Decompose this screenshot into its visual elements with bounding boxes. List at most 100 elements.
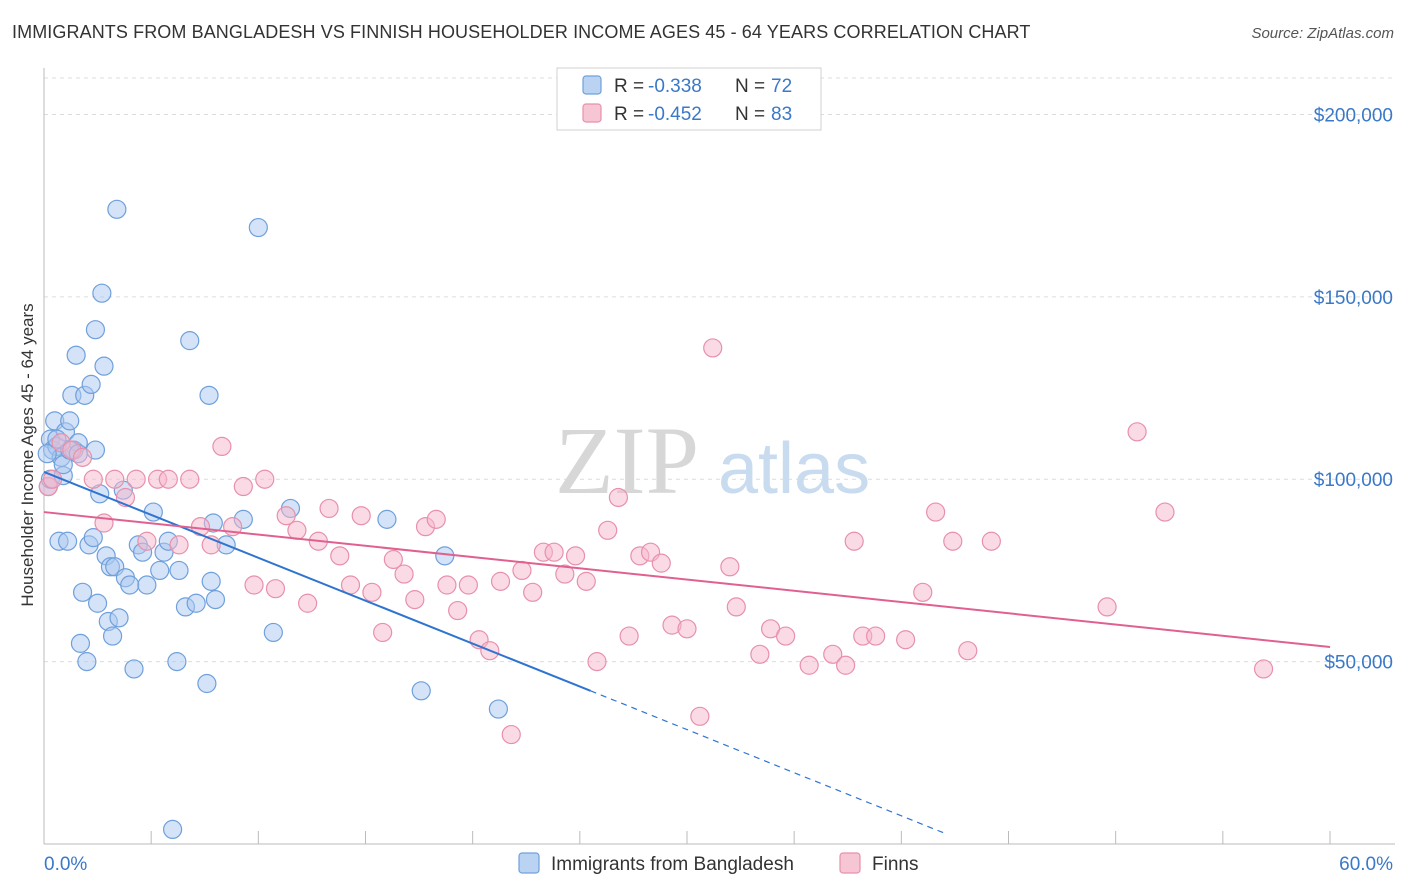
bottom-legend: Immigrants from Bangladesh Finns bbox=[518, 852, 918, 875]
point-finns bbox=[775, 626, 796, 646]
point-finns bbox=[576, 571, 596, 591]
point-bangladesh bbox=[66, 345, 86, 365]
point-bangladesh bbox=[488, 699, 508, 719]
point-finns bbox=[244, 575, 264, 595]
point-bangladesh bbox=[150, 560, 170, 581]
y-tick-labels: $50,000 $100,000 $150,000 $200,000 bbox=[1314, 105, 1393, 673]
point-bangladesh bbox=[167, 652, 187, 672]
point-finns bbox=[405, 590, 425, 610]
point-bangladesh bbox=[85, 320, 106, 340]
point-bangladesh bbox=[248, 217, 268, 238]
point-finns bbox=[1155, 502, 1175, 522]
point-finns bbox=[394, 564, 414, 584]
point-finns bbox=[836, 655, 856, 675]
y-tick-label: $50,000 bbox=[1324, 653, 1393, 674]
point-finns bbox=[866, 626, 886, 646]
point-finns bbox=[169, 535, 189, 555]
point-bangladesh bbox=[87, 593, 108, 613]
point-bangladesh bbox=[81, 374, 101, 394]
bottom-legend-swatch-blue bbox=[518, 852, 540, 874]
point-bangladesh bbox=[120, 575, 140, 595]
point-finns bbox=[212, 436, 232, 457]
point-bangladesh bbox=[109, 608, 129, 628]
point-bangladesh bbox=[163, 819, 183, 840]
point-finns bbox=[926, 502, 946, 522]
point-bangladesh bbox=[263, 622, 283, 643]
trend-line-bangladesh-extension bbox=[590, 690, 945, 834]
point-finns bbox=[458, 575, 478, 595]
trend-line-bangladesh bbox=[43, 471, 591, 692]
point-bangladesh bbox=[169, 560, 189, 581]
bottom-legend-label-1: Finns bbox=[872, 854, 918, 875]
point-finns bbox=[83, 469, 103, 489]
data-points bbox=[37, 199, 1274, 840]
point-finns bbox=[555, 564, 575, 584]
point-finns bbox=[180, 469, 200, 489]
point-finns bbox=[319, 498, 339, 519]
point-bangladesh bbox=[377, 509, 397, 529]
legend-r-value-0: -0.338 bbox=[648, 76, 702, 97]
point-finns bbox=[619, 626, 639, 646]
bottom-legend-swatch-pink bbox=[839, 852, 861, 874]
point-bangladesh bbox=[137, 575, 157, 595]
point-finns bbox=[383, 549, 403, 570]
point-finns bbox=[1253, 659, 1274, 679]
point-bangladesh bbox=[83, 527, 103, 548]
point-finns bbox=[690, 706, 710, 726]
legend-n-value-1: 83 bbox=[771, 104, 792, 125]
legend-swatch-pink bbox=[582, 103, 602, 123]
point-bangladesh bbox=[180, 331, 200, 351]
point-bangladesh bbox=[205, 590, 226, 610]
point-finns bbox=[448, 600, 468, 621]
point-finns bbox=[598, 520, 618, 540]
bottom-legend-label-0: Immigrants from Bangladesh bbox=[551, 854, 794, 875]
point-finns bbox=[137, 531, 157, 551]
point-bangladesh bbox=[197, 673, 217, 694]
point-finns bbox=[126, 469, 146, 489]
point-finns bbox=[799, 655, 819, 675]
point-finns bbox=[158, 469, 178, 489]
point-finns bbox=[330, 546, 350, 566]
point-bangladesh bbox=[201, 571, 221, 591]
point-finns bbox=[981, 531, 1001, 551]
point-finns bbox=[823, 644, 843, 664]
watermark-atlas: atlas bbox=[718, 429, 870, 509]
point-finns bbox=[896, 630, 916, 650]
point-bangladesh bbox=[199, 385, 219, 405]
point-finns bbox=[255, 469, 275, 489]
legend-n-label-1: N = bbox=[735, 104, 765, 125]
y-tick-label: $150,000 bbox=[1314, 288, 1393, 309]
x-tick-labels: 0.0% 60.0% bbox=[44, 854, 1393, 875]
point-finns bbox=[1097, 597, 1117, 617]
point-finns bbox=[703, 338, 723, 358]
point-finns bbox=[565, 546, 586, 566]
y-axis-label: Householder Income Ages 45 - 64 years bbox=[18, 303, 37, 606]
legend-r-value-1: -0.452 bbox=[648, 104, 702, 125]
point-finns bbox=[844, 531, 864, 551]
point-finns bbox=[276, 506, 296, 526]
point-bangladesh bbox=[92, 283, 112, 303]
point-finns bbox=[958, 641, 978, 661]
legend-swatch-blue bbox=[582, 75, 602, 95]
point-finns bbox=[265, 579, 286, 599]
point-bangladesh bbox=[94, 356, 114, 376]
point-finns bbox=[587, 652, 607, 672]
point-finns bbox=[1127, 422, 1147, 442]
point-finns bbox=[105, 469, 125, 489]
gridlines bbox=[44, 77, 1395, 663]
point-finns bbox=[913, 582, 933, 602]
point-finns bbox=[651, 553, 671, 573]
point-finns bbox=[298, 593, 318, 613]
point-finns bbox=[720, 557, 740, 577]
point-finns bbox=[490, 571, 511, 591]
point-finns bbox=[943, 531, 963, 551]
point-finns bbox=[437, 575, 457, 595]
point-finns bbox=[426, 509, 446, 529]
source-note: Source: ZipAtlas.com bbox=[1251, 25, 1394, 42]
chart-title: IMMIGRANTS FROM BANGLADESH VS FINNISH HO… bbox=[12, 22, 1031, 42]
point-bangladesh bbox=[435, 546, 455, 566]
point-finns bbox=[677, 619, 697, 639]
x-tick-label: 0.0% bbox=[44, 854, 87, 875]
point-finns bbox=[750, 644, 770, 664]
point-finns bbox=[726, 597, 746, 617]
